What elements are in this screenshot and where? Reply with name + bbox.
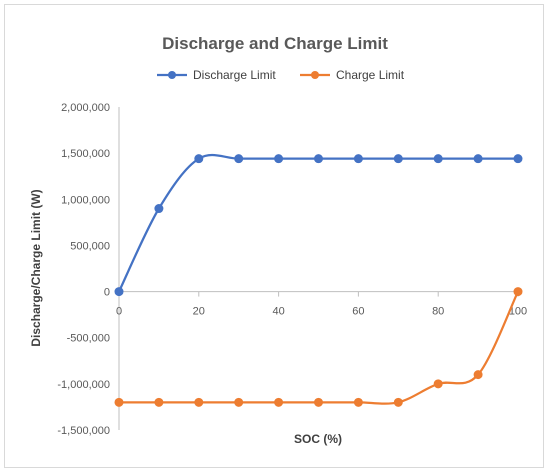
- data-point-charge-limit: [314, 397, 323, 407]
- data-point-charge-limit: [353, 397, 363, 407]
- series-charge-limit: [114, 287, 523, 407]
- data-point-discharge-limit: [114, 287, 124, 297]
- series-layer: [114, 153, 523, 407]
- y-tick-label: -1,000,000: [57, 379, 110, 391]
- data-point-discharge-limit: [473, 154, 483, 164]
- y-tick-label: -1,500,000: [57, 425, 110, 437]
- data-point-discharge-limit: [194, 154, 204, 164]
- data-point-charge-limit: [513, 287, 523, 297]
- data-point-discharge-limit: [234, 154, 244, 164]
- x-tick-label: 0: [116, 306, 122, 318]
- legend-item-charge-limit: Charge Limit: [300, 68, 405, 82]
- data-point-discharge-limit: [513, 154, 523, 164]
- x-tick-label: 40: [272, 306, 284, 318]
- data-point-discharge-limit: [314, 154, 323, 164]
- legend: Discharge Limit Charge Limit: [157, 68, 405, 82]
- x-axis-title: SOC (%): [294, 432, 342, 446]
- y-tick-label: 1,500,000: [61, 148, 110, 160]
- data-point-discharge-limit: [353, 154, 363, 164]
- y-tick-label: -500,000: [67, 333, 110, 345]
- x-tick-label: 60: [352, 306, 364, 318]
- data-point-charge-limit: [473, 370, 483, 380]
- data-point-charge-limit: [154, 397, 164, 407]
- data-point-charge-limit: [194, 397, 204, 407]
- y-tick-label: 500,000: [70, 240, 110, 252]
- axes: 2,000,000 1,500,000 1,000,000 500,000 0 -500,…: [57, 102, 527, 437]
- legend-marker: [311, 71, 319, 79]
- y-axis-title: Discharge/Charge Limit (W): [29, 189, 43, 346]
- y-tick-label: 2,000,000: [61, 102, 110, 114]
- data-point-discharge-limit: [274, 154, 284, 164]
- series-discharge-limit: [114, 153, 523, 297]
- y-tick-label: 1,000,000: [61, 194, 110, 206]
- y-tick-label: 0: [104, 287, 110, 299]
- data-point-charge-limit: [234, 397, 244, 407]
- data-point-charge-limit: [433, 379, 443, 389]
- chart-area: [4, 4, 544, 468]
- x-tick-label: 80: [432, 306, 444, 318]
- data-point-charge-limit: [114, 397, 124, 407]
- series-line-discharge-limit: [117, 153, 520, 293]
- data-point-discharge-limit: [393, 154, 403, 164]
- data-point-charge-limit: [393, 397, 403, 407]
- legend-label: Charge Limit: [336, 68, 405, 82]
- legend-marker: [168, 71, 176, 79]
- legend-item-discharge-limit: Discharge Limit: [157, 68, 276, 82]
- chart-title: Discharge and Charge Limit: [162, 34, 388, 53]
- data-point-discharge-limit: [433, 154, 443, 164]
- legend-label: Discharge Limit: [193, 68, 276, 82]
- x-tick-label: 20: [193, 306, 205, 318]
- data-point-discharge-limit: [154, 204, 164, 214]
- x-tick-label: 100: [509, 306, 527, 318]
- series-line-charge-limit: [117, 290, 520, 405]
- data-point-charge-limit: [274, 397, 284, 407]
